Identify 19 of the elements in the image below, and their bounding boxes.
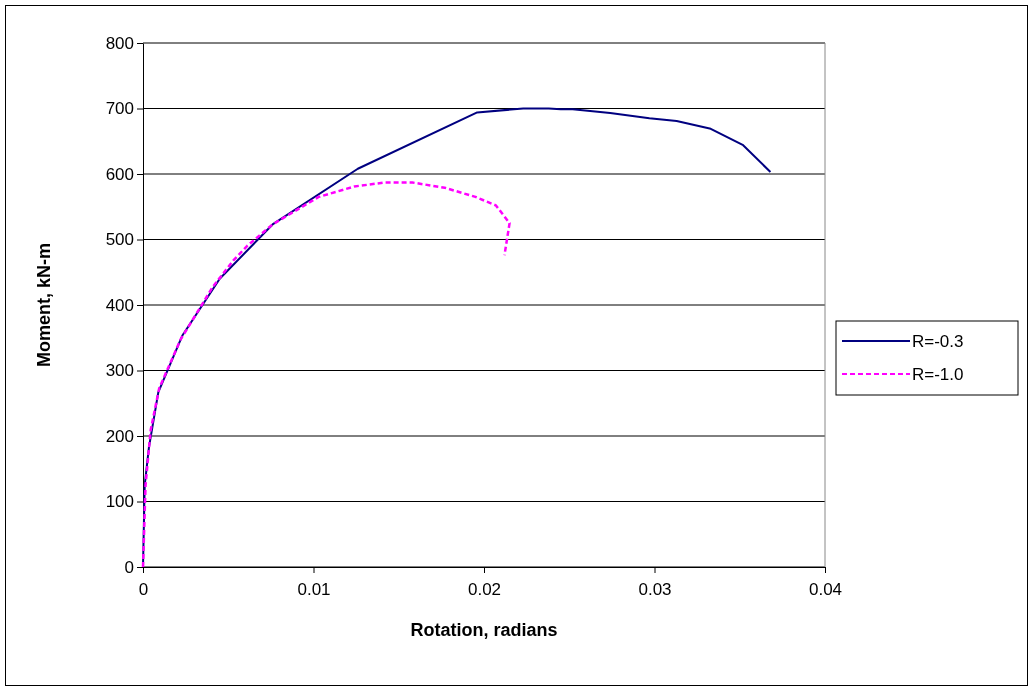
y-tick-label: 700 — [105, 99, 134, 119]
y-tick-label: 800 — [105, 33, 134, 53]
y-axis-title: Moment, kN-m — [34, 242, 54, 368]
x-tick-label: 0.01 — [297, 579, 331, 599]
y-tick-label: 300 — [105, 361, 134, 381]
legend-label: R=-0.3 — [912, 332, 964, 351]
x-axis-title: Rotation, radians — [410, 620, 558, 640]
y-tick-label: 400 — [105, 295, 134, 315]
x-tick-label: 0 — [138, 579, 149, 599]
y-tick-label: 600 — [105, 164, 134, 184]
y-tick-label: 0 — [124, 557, 134, 577]
legend-label: R=-1.0 — [912, 365, 964, 384]
x-tick-label: 0.03 — [638, 579, 672, 599]
y-tick-label: 200 — [105, 426, 134, 446]
x-tick-label: 0.04 — [808, 579, 843, 599]
line-series — [141, 181, 511, 569]
x-tick-label: 0.02 — [467, 579, 502, 599]
y-tick-label: 100 — [105, 492, 134, 512]
y-tick-label: 500 — [105, 230, 134, 250]
